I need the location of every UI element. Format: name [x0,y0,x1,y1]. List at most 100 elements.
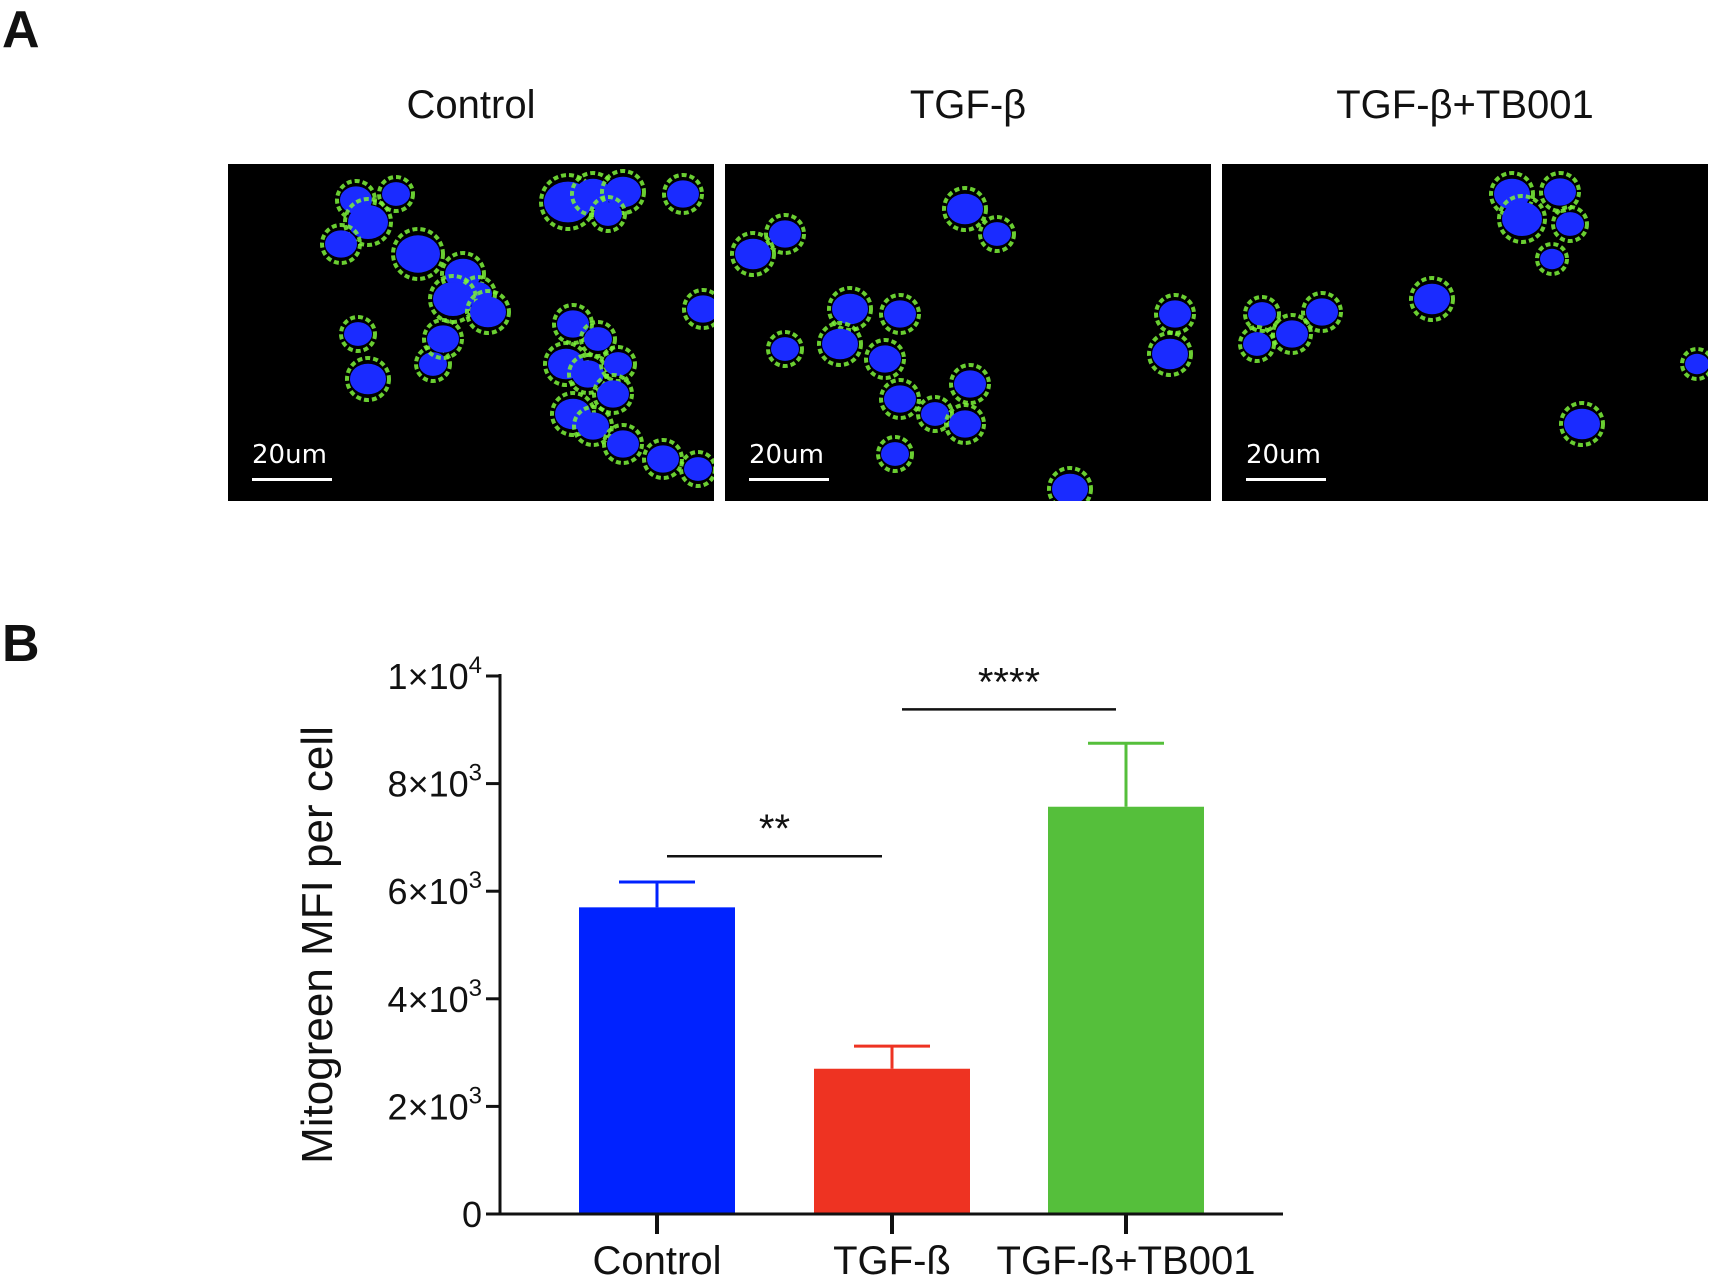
cell [422,318,464,360]
mitochondria-stain [817,321,863,367]
cell [662,173,704,215]
mitochondria-stain [339,315,377,353]
image-title-control: Control [406,83,536,127]
y-axis-label: Mitogreen MFI per cell [293,726,342,1164]
nucleus-stain [771,337,799,361]
nucleus-stain [1494,178,1530,210]
mitochondria-stain [864,338,906,380]
cell [1680,347,1708,381]
mitochondria-stain [764,213,806,255]
cell [1551,205,1589,243]
cell [1301,291,1343,333]
cell [827,286,873,332]
nucleus-stain [1152,338,1188,370]
mitochondria-stain [642,438,684,480]
nucleus-stain [769,220,801,248]
nucleus-stain [884,300,916,328]
nucleus-stain [605,176,641,208]
cell [944,403,986,445]
mitochondria-stain [422,318,464,360]
cell [879,378,921,420]
cell [345,356,391,402]
nucleus-stain [607,430,639,458]
panel-a-label: A [2,1,40,59]
nucleus-stain [427,325,459,353]
cell [1409,276,1455,322]
mitochondria-stain [343,197,393,247]
cell [589,195,627,233]
nucleus-stain [348,205,388,239]
cell [679,450,714,488]
error-bar-1 [854,1044,930,1069]
mitochondria-stain [377,175,415,213]
nucleus-stain [594,202,622,226]
mitochondria-stain [679,450,714,488]
cell [391,227,445,281]
mitochondria-stain [942,186,988,232]
nucleus-stain [1544,178,1576,206]
mitochondria-stain [391,227,445,281]
y-tick-label: 8×103 [388,760,482,805]
nucleus-stain [433,282,473,316]
mitochondria-stain [949,363,991,405]
nucleus-stain [954,370,986,398]
cell [572,405,614,447]
cell [730,231,776,277]
mitochondria-stain [599,345,637,383]
mitochondria-stain [1047,466,1093,501]
nucleus-stain [1540,248,1564,270]
nucleus-stain [577,412,609,440]
significance-label: ** [759,807,790,851]
mitochondria-stain [1497,194,1547,244]
x-tick-label: TGF-ß+TB001 [997,1239,1256,1279]
mitochondria-stain [320,223,362,265]
mitochondria-stain [1238,325,1276,363]
mitochondria-stain [916,395,954,433]
bar-0 [579,907,735,1214]
nucleus-stain [470,296,506,328]
y-tick-label: 2×103 [388,1082,482,1127]
micrograph-control: 20um [228,164,714,501]
mitochondria-stain [1535,242,1569,276]
mitochondria-stain [827,286,873,332]
cell [1047,466,1093,501]
cell [1539,171,1581,213]
cell [339,315,377,353]
nucleus-stain [1306,298,1338,326]
nucleus-stain [1248,302,1276,326]
scale-bar [749,478,829,481]
mitochondria-stain [602,423,644,465]
nucleus-stain [1243,332,1271,356]
cell [343,197,393,247]
mitochondria-stain [978,215,1016,253]
mitochondria-stain [662,173,704,215]
cells-image-control [320,169,714,488]
cell [599,345,637,383]
scale-bar-label: 20um [749,440,824,470]
cell [1497,194,1547,244]
nucleus-stain [350,363,386,395]
micrograph-tgf-beta: 20um [725,164,1211,501]
cell [682,288,714,330]
cell [879,293,921,335]
cell [465,289,511,335]
y-tick-label: 6×103 [388,867,482,912]
error-bar-0 [619,880,695,908]
nucleus-stain [947,193,983,225]
nucleus-stain [1556,212,1584,236]
cell [1559,401,1605,447]
nucleus-stain [684,457,712,481]
bar-1 [814,1068,970,1214]
nucleus-stain [647,445,679,473]
scale-bar [252,478,332,481]
cell [978,215,1016,253]
y-tick-label: 4×103 [388,975,482,1020]
cell [592,373,634,415]
mitochondria-stain [414,345,452,383]
nucleus-stain [325,230,357,258]
nucleus-stain [1502,202,1542,236]
scale-bar [1246,478,1326,481]
mitochondria-stain [879,378,921,420]
nucleus-stain [1685,353,1708,375]
mitochondria-stain [682,288,714,330]
